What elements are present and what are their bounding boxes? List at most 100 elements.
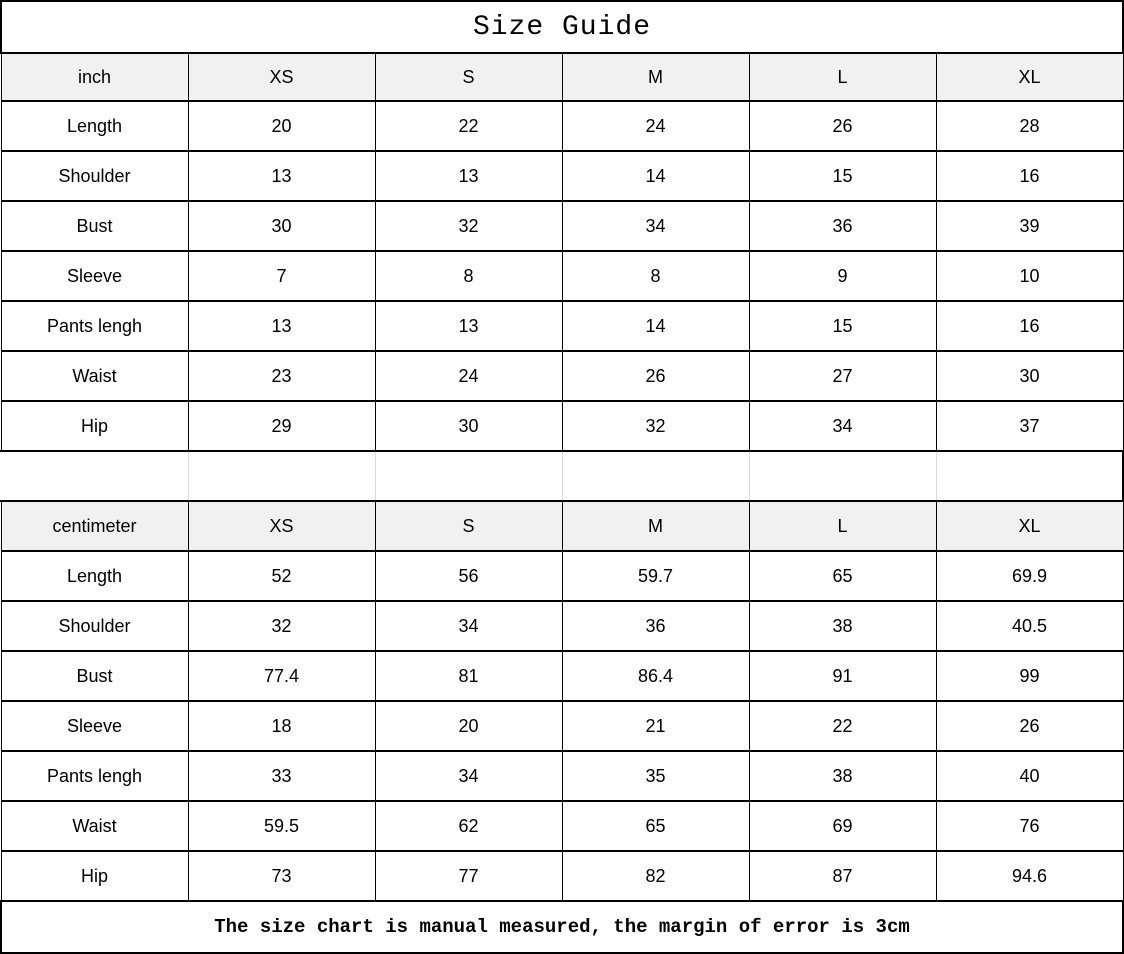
measurement-value-cell: 13 <box>187 300 376 352</box>
size-header-cell: L <box>748 500 937 552</box>
measurement-label-cell: Waist <box>0 800 189 852</box>
measurement-value-cell: 99 <box>935 650 1124 702</box>
spacer-cell <box>561 450 750 502</box>
measurement-row: Bust 30 32 34 36 39 <box>0 200 1124 252</box>
size-header-cell: XS <box>187 500 376 552</box>
measurement-value-cell: 26 <box>561 350 750 402</box>
size-header-row: inch XS S M L XL <box>0 52 1124 102</box>
spacer-cell <box>0 450 189 502</box>
measurement-value-cell: 27 <box>748 350 937 402</box>
spacer-cell <box>935 450 1124 502</box>
measurement-value-cell: 87 <box>748 850 937 902</box>
measurement-value-cell: 91 <box>748 650 937 702</box>
size-header-cell: S <box>374 500 563 552</box>
measurement-label-cell: Shoulder <box>0 600 189 652</box>
measurement-value-cell: 20 <box>187 100 376 152</box>
measurement-label-cell: Length <box>0 100 189 152</box>
measurement-value-cell: 69.9 <box>935 550 1124 602</box>
measurement-value-cell: 65 <box>561 800 750 852</box>
measurement-value-cell: 65 <box>748 550 937 602</box>
measurement-value-cell: 22 <box>748 700 937 752</box>
spacer-cell <box>374 450 563 502</box>
measurement-value-cell: 32 <box>561 400 750 452</box>
measurement-value-cell: 69 <box>748 800 937 852</box>
unit-header-cell: inch <box>0 52 189 102</box>
measurement-value-cell: 34 <box>374 750 563 802</box>
measurement-value-cell: 8 <box>374 250 563 302</box>
size-header-cell: M <box>561 500 750 552</box>
measurement-row: Waist 59.5 62 65 69 76 <box>0 800 1124 852</box>
measurement-value-cell: 40 <box>935 750 1124 802</box>
measurement-value-cell: 39 <box>935 200 1124 252</box>
measurement-value-cell: 10 <box>935 250 1124 302</box>
measurement-value-cell: 14 <box>561 150 750 202</box>
measurement-value-cell: 77.4 <box>187 650 376 702</box>
measurement-row: Pants lengh 33 34 35 38 40 <box>0 750 1124 802</box>
measurement-value-cell: 77 <box>374 850 563 902</box>
measurement-value-cell: 35 <box>561 750 750 802</box>
measurement-label-cell: Sleeve <box>0 250 189 302</box>
measurement-label-cell: Hip <box>0 850 189 902</box>
measurement-value-cell: 36 <box>561 600 750 652</box>
spacer-cell <box>748 450 937 502</box>
measurement-label-cell: Bust <box>0 200 189 252</box>
measurement-value-cell: 82 <box>561 850 750 902</box>
measurement-label-cell: Bust <box>0 650 189 702</box>
measurement-value-cell: 29 <box>187 400 376 452</box>
measurement-row: Shoulder 32 34 36 38 40.5 <box>0 600 1124 652</box>
size-header-cell: L <box>748 52 937 102</box>
measurement-row: Hip 29 30 32 34 37 <box>0 400 1124 452</box>
measurement-value-cell: 40.5 <box>935 600 1124 652</box>
measurement-value-cell: 38 <box>748 600 937 652</box>
measurement-value-cell: 94.6 <box>935 850 1124 902</box>
measurement-label-cell: Sleeve <box>0 700 189 752</box>
measurement-value-cell: 15 <box>748 150 937 202</box>
measurement-value-cell: 8 <box>561 250 750 302</box>
measurement-value-cell: 36 <box>748 200 937 252</box>
unit-header-cell: centimeter <box>0 500 189 552</box>
measurement-value-cell: 24 <box>374 350 563 402</box>
spacer-cell <box>187 450 376 502</box>
measurement-value-cell: 73 <box>187 850 376 902</box>
measurement-value-cell: 13 <box>374 300 563 352</box>
measurement-value-cell: 16 <box>935 150 1124 202</box>
measurement-value-cell: 13 <box>374 150 563 202</box>
title-section: Size Guide <box>0 0 1124 54</box>
measurement-row: Hip 73 77 82 87 94.6 <box>0 850 1124 902</box>
measurement-value-cell: 34 <box>374 600 563 652</box>
measurement-row: Sleeve 7 8 8 9 10 <box>0 250 1124 302</box>
measurement-value-cell: 23 <box>187 350 376 402</box>
centimeter-section: centimeter XS S M L XL Length 52 56 59.7 65 69.9 Sho… <box>0 500 1124 902</box>
measurement-value-cell: 34 <box>561 200 750 252</box>
measurement-value-cell: 76 <box>935 800 1124 852</box>
measurement-value-cell: 56 <box>374 550 563 602</box>
measurement-value-cell: 59.7 <box>561 550 750 602</box>
measurement-value-cell: 34 <box>748 400 937 452</box>
measurement-value-cell: 30 <box>187 200 376 252</box>
measurement-value-cell: 32 <box>187 600 376 652</box>
page-title: Size Guide <box>0 0 1124 54</box>
inch-section: inch XS S M L XL Length 20 22 24 26 28 Shoulder 13 13 1… <box>0 52 1124 452</box>
measurement-value-cell: 24 <box>561 100 750 152</box>
size-header-row: centimeter XS S M L XL <box>0 500 1124 552</box>
measurement-label-cell: Pants lengh <box>0 300 189 352</box>
measurement-row: Sleeve 18 20 21 22 26 <box>0 700 1124 752</box>
measurement-value-cell: 30 <box>374 400 563 452</box>
measurement-value-cell: 33 <box>187 750 376 802</box>
measurement-value-cell: 32 <box>374 200 563 252</box>
measurement-row: Shoulder 13 13 14 15 16 <box>0 150 1124 202</box>
spacer-section <box>0 450 1124 502</box>
measurement-value-cell: 30 <box>935 350 1124 402</box>
measurement-value-cell: 18 <box>187 700 376 752</box>
size-header-cell: M <box>561 52 750 102</box>
measurement-label-cell: Length <box>0 550 189 602</box>
measurement-label-cell: Shoulder <box>0 150 189 202</box>
measurement-value-cell: 7 <box>187 250 376 302</box>
measurement-value-cell: 26 <box>935 700 1124 752</box>
size-header-cell: XS <box>187 52 376 102</box>
measurement-value-cell: 21 <box>561 700 750 752</box>
measurement-value-cell: 9 <box>748 250 937 302</box>
footer-note: The size chart is manual measured, the m… <box>0 900 1124 954</box>
